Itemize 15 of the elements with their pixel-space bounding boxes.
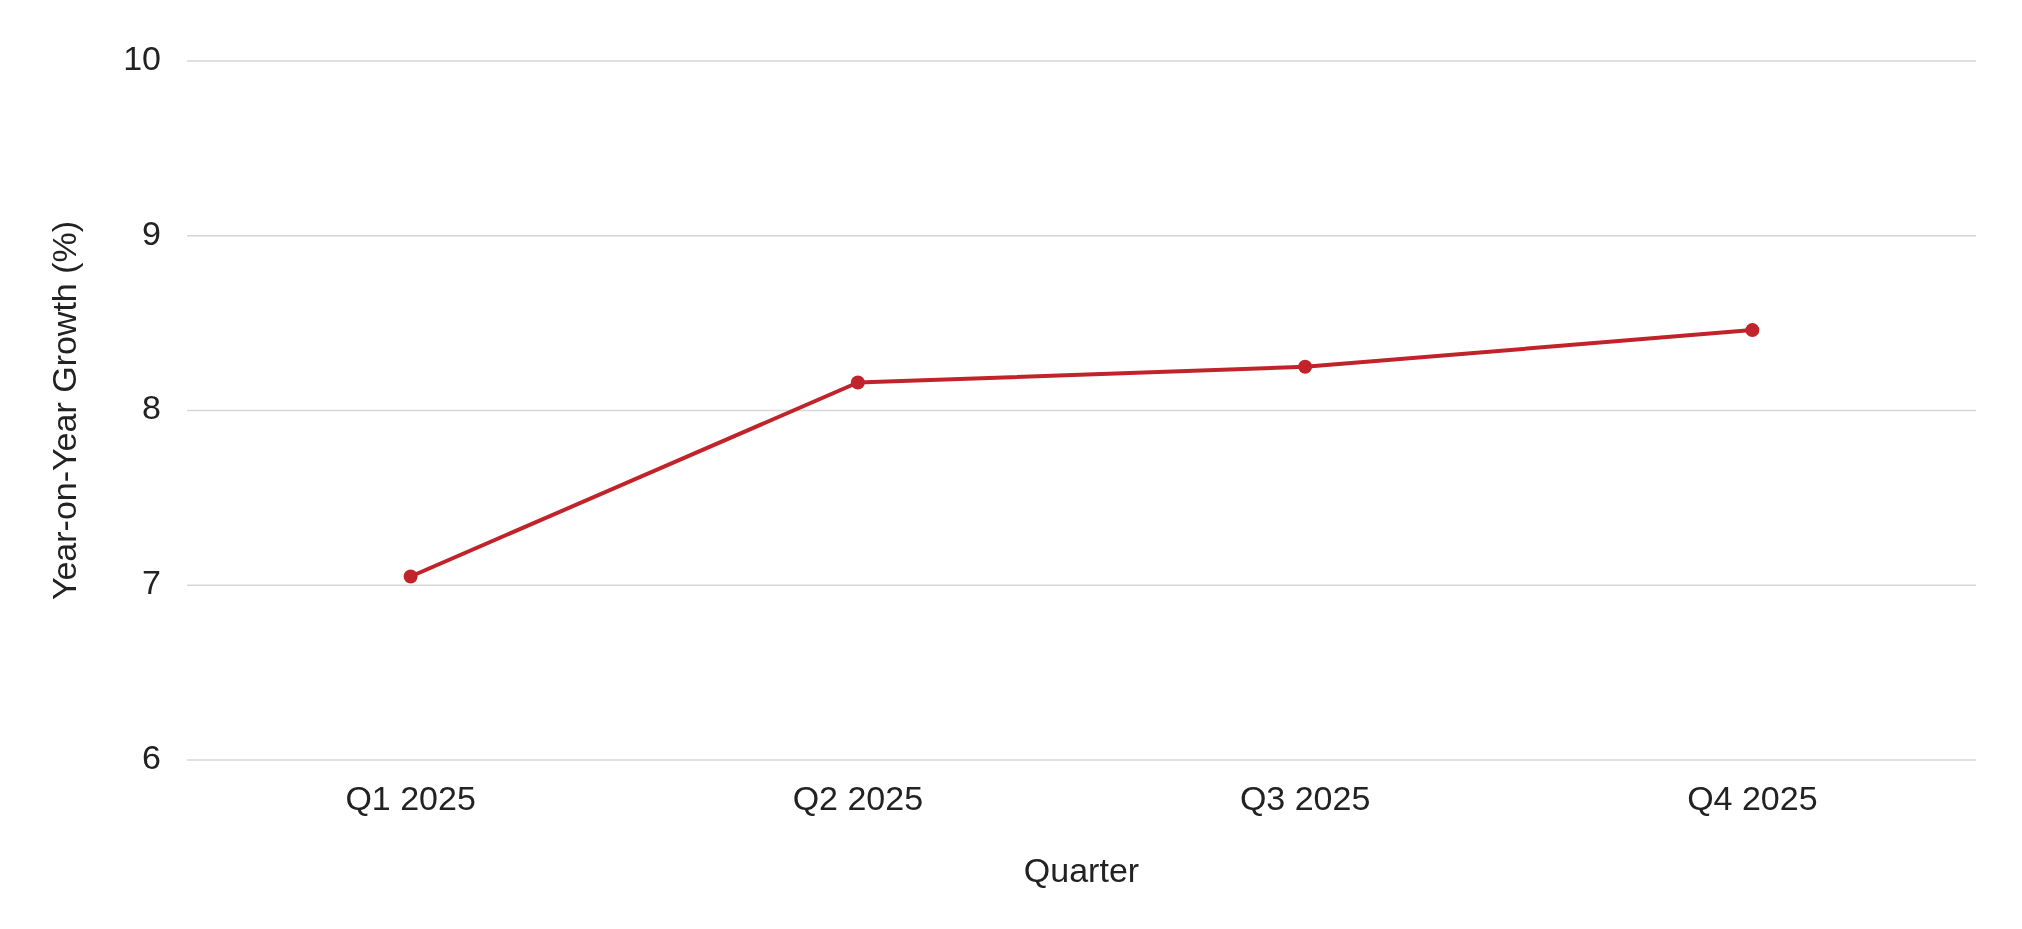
x-tick-label: Q1 2025 xyxy=(345,779,476,817)
point xyxy=(1298,359,1313,374)
y-tick-label: 10 xyxy=(123,38,161,77)
x-tick-label: Q2 2025 xyxy=(792,779,924,817)
x-tick-label: Q4 2025 xyxy=(1687,779,1818,817)
y-tick-label: 9 xyxy=(142,213,161,252)
x-axis-title: Quarter xyxy=(1023,851,1140,889)
y-axis-title: Year-on-Year Growth (%) xyxy=(45,220,83,601)
y-tick-label: 7 xyxy=(142,563,161,602)
point xyxy=(403,569,418,584)
x-tick-label: Q3 2025 xyxy=(1239,779,1371,817)
y-tick-label: 6 xyxy=(142,737,161,776)
point xyxy=(850,375,865,390)
y-tick-label: 8 xyxy=(142,388,161,427)
point xyxy=(1745,323,1760,338)
